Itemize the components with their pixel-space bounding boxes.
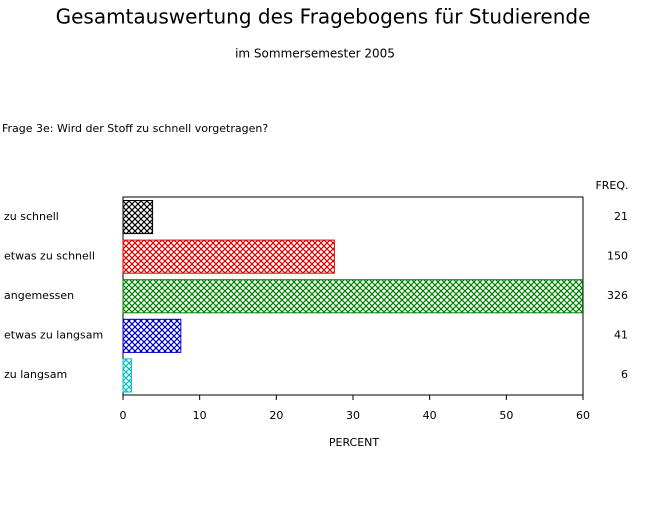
freq-label: 6 [621,368,628,381]
chart-title: Gesamtauswertung des Fragebogens für Stu… [56,5,591,29]
bar [122,318,182,353]
question: Frage 3e: Wird der Stoff zu schnell vorg… [2,122,268,135]
x-tick-label: 40 [423,409,437,422]
x-tick-label: 60 [576,409,590,422]
x-tick-label: 20 [269,409,283,422]
bar [122,358,132,393]
x-tick-label: 50 [499,409,513,422]
x-tick-label: 10 [193,409,207,422]
y-tick-label: zu langsam [4,368,67,381]
bar [122,279,583,314]
bar [122,239,335,274]
x-tick-label: 30 [346,409,360,422]
y-tick-label: etwas zu langsam [4,329,103,342]
freq-header: FREQ. [595,179,628,192]
freq-label: 41 [614,329,628,342]
freq-label: 326 [607,289,628,302]
freq-label: 21 [614,210,628,223]
y-tick-label: zu schnell [4,210,59,223]
freq-label: 150 [607,249,628,262]
y-tick-label: angemessen [4,289,74,302]
chart-subtitle: im Sommersemester 2005 [235,47,395,61]
bar [122,200,154,235]
x-axis-label: PERCENT [329,436,380,449]
x-tick-label: 0 [120,409,127,422]
y-tick-label: etwas zu schnell [4,249,95,262]
